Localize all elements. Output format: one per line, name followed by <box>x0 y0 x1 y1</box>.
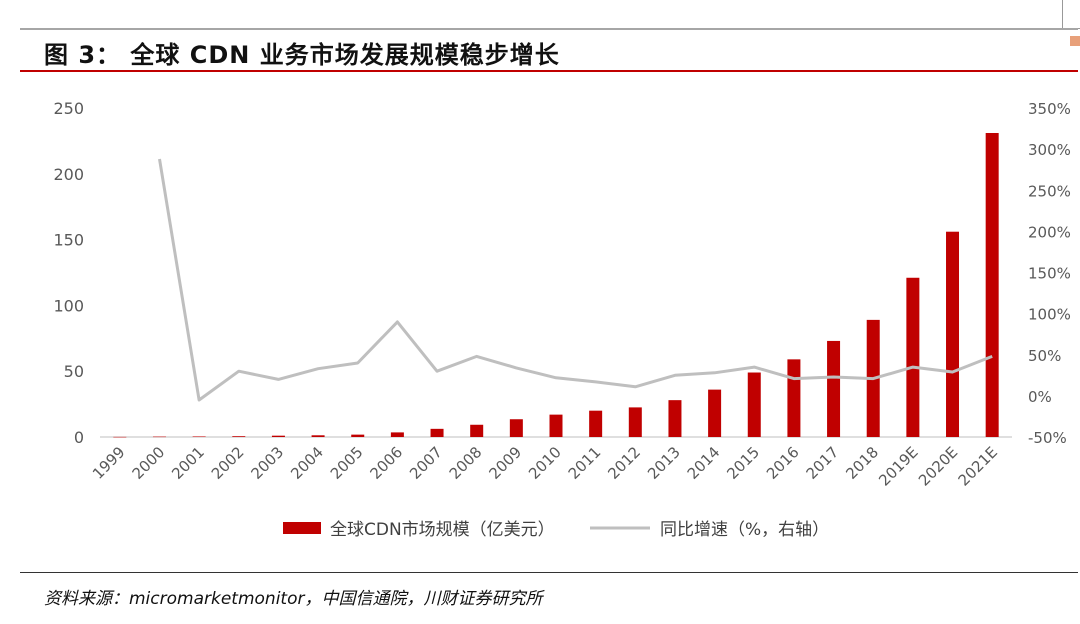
legend-label-line: 同比增速（%，右轴） <box>660 520 829 540</box>
bar-2001 <box>192 436 206 437</box>
category-label: 2007 <box>406 443 446 483</box>
category-label: 2000 <box>129 443 169 483</box>
bar-1999 <box>113 436 127 438</box>
bar-2017 <box>827 340 841 437</box>
category-label: 2006 <box>366 443 406 483</box>
category-label: 2004 <box>287 443 327 483</box>
category-label: 2010 <box>525 443 565 483</box>
bar-2016 <box>787 359 801 437</box>
right-tick-label: -50% <box>1028 429 1067 447</box>
category-label: 2008 <box>446 443 486 483</box>
left-tick-label: 0 <box>74 428 84 447</box>
corner-accent <box>1070 36 1080 46</box>
left-tick-label: 100 <box>53 296 84 315</box>
bar-2008 <box>470 424 484 437</box>
right-tick-label: 100% <box>1028 306 1071 324</box>
source-rule <box>20 572 1078 573</box>
left-tick-label: 200 <box>53 165 84 184</box>
category-label: 2017 <box>803 443 843 483</box>
category-label: 2020E <box>915 443 961 489</box>
category-label: 2015 <box>723 443 763 483</box>
bar-2010 <box>549 414 563 437</box>
right-tick-label: 50% <box>1028 347 1061 365</box>
figure-title: 图 3： 全球 CDN 业务市场发展规模稳步增长 <box>44 41 560 69</box>
bar-2019E <box>906 277 920 437</box>
category-label: 2021E <box>955 443 1001 489</box>
category-label: 2012 <box>604 443 644 483</box>
bar-2007 <box>430 428 444 437</box>
left-tick-label: 250 <box>53 99 84 118</box>
growth-rate-line <box>158 158 993 402</box>
bar-2021E <box>985 133 999 437</box>
bar-2004 <box>311 435 325 437</box>
category-label: 2013 <box>644 443 684 483</box>
category-label: 2016 <box>763 443 803 483</box>
bar-2005 <box>351 434 365 437</box>
category-label: 2005 <box>327 443 367 483</box>
category-label: 1999 <box>89 443 129 483</box>
combo-chart: 0 50 100 150 200 250 -50% 0% 50% 100% 150% 200% 250%… <box>53 99 1071 540</box>
category-label: 2003 <box>248 443 288 483</box>
right-tick-label: 300% <box>1028 141 1071 159</box>
left-tick-label: 50 <box>64 362 84 381</box>
right-tick-label: 350% <box>1028 100 1071 118</box>
category-label: 2001 <box>168 443 208 483</box>
bar-2006 <box>390 432 404 437</box>
bar-2000 <box>152 436 166 438</box>
title-top-rule <box>20 28 1078 30</box>
left-tick-label: 150 <box>53 231 84 250</box>
bar-2015 <box>747 372 761 437</box>
title-bar: 图 3： 全球 CDN 业务市场发展规模稳步增长 <box>20 28 1078 72</box>
bar-2009 <box>509 419 523 437</box>
right-tick-label: 0% <box>1028 388 1052 406</box>
right-tick-label: 200% <box>1028 223 1071 241</box>
bar-2020E <box>946 231 960 437</box>
bar-2014 <box>708 389 722 437</box>
bar-2003 <box>271 435 285 437</box>
legend-label-bar: 全球CDN市场规模（亿美元） <box>330 520 555 540</box>
right-tick-label: 150% <box>1028 265 1071 283</box>
source-note: 资料来源：micromarketmonitor，中国信通院，川财证券研究所 <box>44 589 543 609</box>
bar-2011 <box>589 410 603 437</box>
category-label: 2009 <box>485 443 525 483</box>
bar-2002 <box>232 436 246 437</box>
legend-swatch-bar <box>283 522 321 534</box>
title-bottom-rule <box>20 70 1078 72</box>
bar-2013 <box>668 400 682 437</box>
corner-frame <box>1062 0 1080 29</box>
category-label: 2011 <box>565 443 605 483</box>
category-label: 2002 <box>208 443 248 483</box>
category-label: 2014 <box>684 443 724 483</box>
category-label: 2019E <box>875 443 921 489</box>
bar-2012 <box>628 407 642 437</box>
right-tick-label: 250% <box>1028 182 1071 200</box>
